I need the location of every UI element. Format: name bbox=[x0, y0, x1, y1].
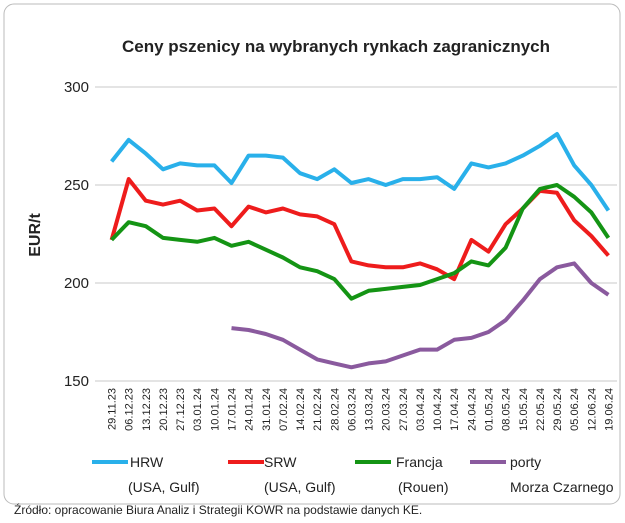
x-tick-label: 17.01.24 bbox=[227, 388, 239, 431]
x-tick-label: 13.03.24 bbox=[364, 388, 376, 431]
series-line bbox=[110, 183, 611, 301]
x-tick-label: 20.03.24 bbox=[381, 388, 393, 431]
x-tick-label: 24.04.24 bbox=[466, 388, 478, 431]
x-tick-label: 14.02.24 bbox=[295, 388, 307, 431]
x-tick-label: 27.03.24 bbox=[398, 388, 410, 431]
legend-label: porty bbox=[510, 454, 541, 470]
x-tick-label: 06.12.23 bbox=[124, 388, 136, 431]
x-tick-label: 29.05.24 bbox=[552, 388, 564, 431]
chart-title: Ceny pszenicy na wybranych rynkach zagra… bbox=[122, 37, 550, 56]
x-tick-label: 21.02.24 bbox=[312, 388, 324, 431]
x-tick-label: 13.12.23 bbox=[141, 388, 153, 431]
x-tick-label: 05.06.24 bbox=[569, 388, 581, 431]
x-tick-label: 15.05.24 bbox=[518, 388, 530, 431]
series-line bbox=[231, 261, 610, 370]
legend-label: HRW bbox=[130, 454, 164, 470]
x-tick-label: 07.02.24 bbox=[278, 388, 290, 431]
legend-sublabel: (USA, Gulf) bbox=[128, 479, 200, 495]
series-line bbox=[110, 132, 611, 212]
legend-sublabel: (Rouen) bbox=[398, 479, 449, 495]
legend-label: SRW bbox=[264, 454, 297, 470]
x-tick-label: 31.01.24 bbox=[261, 388, 273, 431]
x-tick-label: 17.04.24 bbox=[449, 388, 461, 431]
legend-label: Francja bbox=[396, 454, 443, 470]
legend-sublabel: (USA, Gulf) bbox=[264, 479, 336, 495]
legend-sublabel: Morza Czarnego bbox=[510, 479, 614, 495]
x-tick-label: 24.01.24 bbox=[244, 388, 256, 431]
x-tick-label: 19.06.24 bbox=[603, 388, 615, 431]
source-note: Źródło: opracowanie Biura Analiz i Strat… bbox=[14, 502, 422, 517]
x-tick-label: 20.12.23 bbox=[158, 388, 170, 431]
y-tick-label: 250 bbox=[64, 177, 89, 194]
x-tick-label: 29.11.23 bbox=[107, 388, 119, 430]
y-axis-label: EUR/t bbox=[27, 213, 44, 257]
y-tick-label: 150 bbox=[64, 373, 89, 390]
x-tick-label: 12.06.24 bbox=[586, 388, 598, 431]
y-tick-label: 200 bbox=[64, 275, 89, 292]
x-tick-label: 08.05.24 bbox=[501, 388, 513, 431]
x-tick-label: 03.04.24 bbox=[415, 388, 427, 431]
x-tick-label: 03.01.24 bbox=[192, 388, 204, 431]
x-tick-label: 01.05.24 bbox=[484, 388, 496, 431]
x-tick-label: 27.12.23 bbox=[175, 388, 187, 431]
x-tick-label: 06.03.24 bbox=[346, 388, 358, 431]
x-tick-label: 28.02.24 bbox=[329, 388, 341, 431]
x-tick-label: 10.01.24 bbox=[209, 388, 221, 431]
chart-frame bbox=[3, 3, 621, 505]
x-tick-label: 10.04.24 bbox=[432, 388, 444, 431]
x-tick-label: 22.05.24 bbox=[535, 388, 547, 431]
y-tick-label: 300 bbox=[64, 79, 89, 96]
